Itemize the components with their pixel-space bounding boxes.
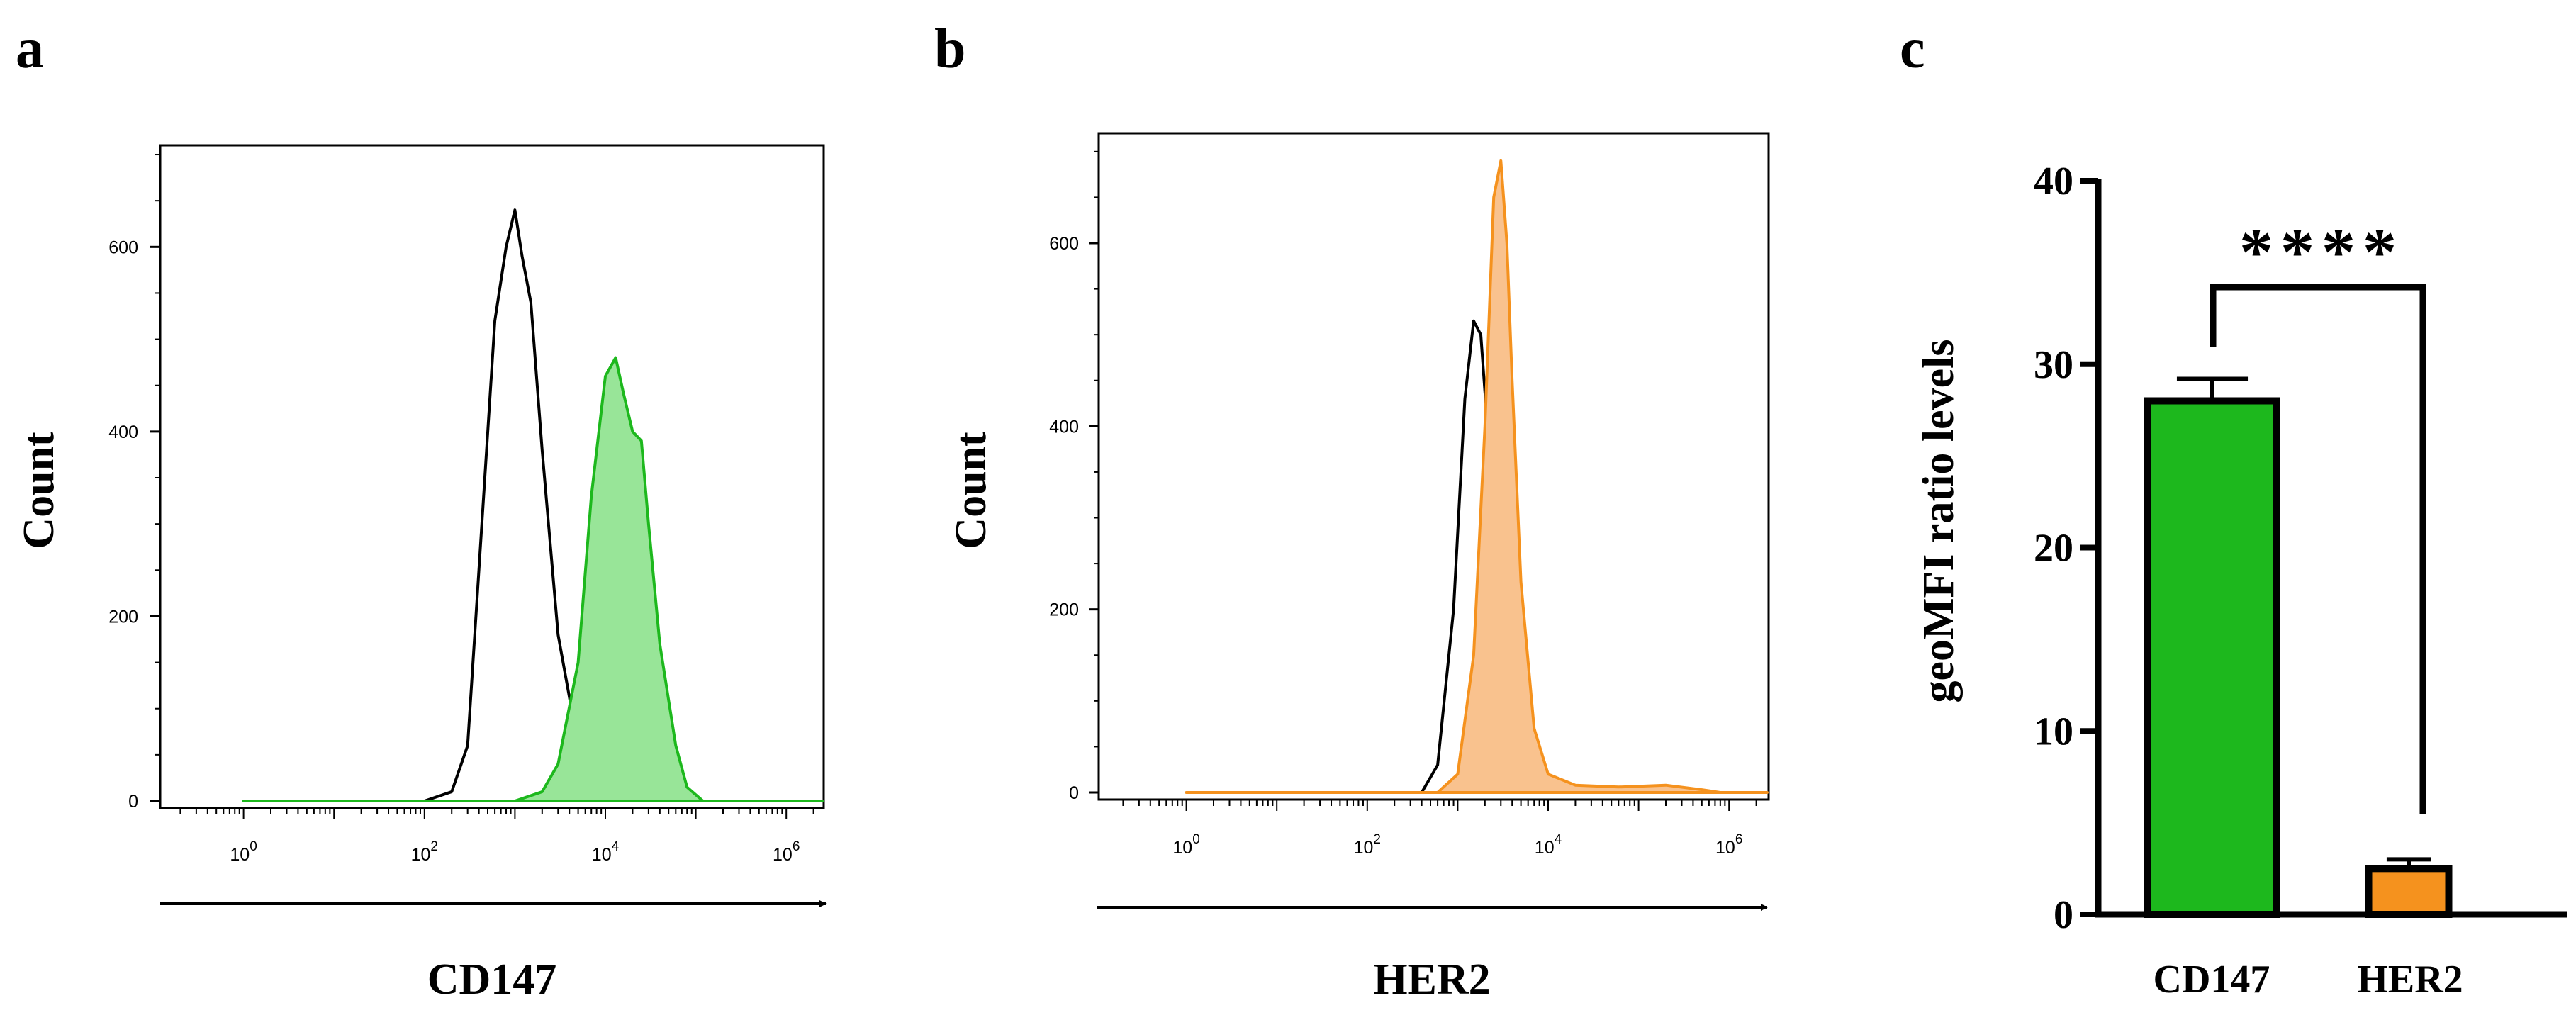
- x-axis-title-b: HER2: [1373, 955, 1490, 1004]
- category-label-cd147: CD147: [2154, 958, 2270, 1002]
- axis-ticks-a: 0 200 400 600 100 102 104 106: [108, 154, 814, 865]
- y-tick-label: 30: [2034, 343, 2073, 387]
- panel-label-a: a: [16, 18, 44, 80]
- panel-label-b: b: [934, 18, 966, 80]
- histogram-series-a: [242, 208, 824, 802]
- x-tick-label: 102: [411, 839, 438, 865]
- y-tick-label: 10: [2034, 710, 2073, 753]
- y-tick-label: 600: [1049, 234, 1079, 254]
- plot-frame-a: [159, 144, 825, 809]
- x-tick-label: 106: [773, 839, 800, 865]
- histogram-series-b: [1185, 159, 1769, 794]
- y-tick-label: 200: [1049, 600, 1079, 620]
- axis-ticks-c: 0 10 20 30 40: [2034, 159, 2098, 937]
- y-axis-title-a: Count: [15, 432, 63, 549]
- significance-bracket: [2210, 284, 2426, 814]
- histogram-control: [243, 208, 822, 802]
- x-tick-label: 104: [592, 839, 620, 865]
- significance-label: ****: [2239, 214, 2404, 290]
- panel-b: b 0 200 400 600 100 102 104 106 HER2 Count: [934, 18, 1770, 1004]
- x-tick-label: 102: [1354, 832, 1381, 858]
- y-tick-label: 600: [108, 237, 138, 257]
- x-tick-label: 100: [1172, 832, 1199, 858]
- bar-her2: [2365, 865, 2453, 918]
- panel-c: c 0 10 20 30 40 **** geoMFI ratio levels CD1…: [1900, 18, 2567, 1002]
- x-tick-label: 104: [1535, 832, 1562, 858]
- y-tick-label: 0: [128, 792, 138, 812]
- panel-label-c: c: [1900, 18, 1925, 80]
- y-tick-label: 400: [108, 422, 138, 442]
- x-axis-title-a: CD147: [427, 955, 557, 1004]
- bar-series-c: [2144, 376, 2453, 918]
- plot-frame-b: [1097, 132, 1770, 801]
- y-axis-title-b: Count: [947, 432, 995, 549]
- histogram-cd147: [242, 356, 824, 802]
- y-tick-label: 0: [2054, 893, 2073, 937]
- histogram-her2: [1185, 159, 1769, 794]
- y-tick-label: 40: [2034, 159, 2073, 203]
- y-tick-label: 200: [108, 607, 138, 627]
- y-tick-label: 20: [2034, 527, 2073, 571]
- category-label-her2: HER2: [2357, 958, 2463, 1002]
- panel-a: a 0 200 400 600 100 102 104 106 CD147 Count: [15, 18, 827, 1004]
- y-tick-label: 0: [1069, 783, 1079, 803]
- x-tick-label: 100: [230, 839, 257, 865]
- y-axis-title-c: geoMFI ratio levels: [1915, 339, 1963, 702]
- x-tick-label: 106: [1715, 832, 1742, 858]
- axis-ticks-b: 0 200 400 600 100 102 104 106: [1049, 150, 1757, 858]
- y-tick-label: 400: [1049, 417, 1079, 437]
- bar-cd147: [2144, 397, 2280, 918]
